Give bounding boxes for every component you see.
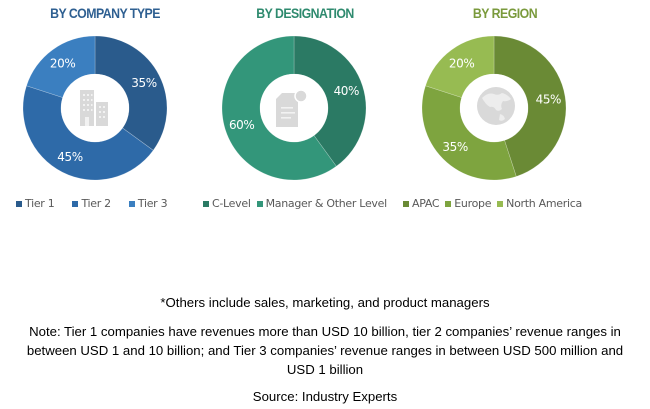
tier-note-line-3: USD 1 billion [286, 362, 364, 377]
legend-label: Tier 2 [81, 197, 111, 210]
legend-label: Tier 1 [25, 197, 55, 210]
others-footnote: *Others include sales, marketing, and pr… [160, 295, 490, 310]
legend-label: C-Level [212, 197, 251, 210]
slice-data-label: 20% [50, 57, 75, 71]
legend-item-tier-1: Tier 1 [16, 197, 55, 210]
company-type-legend: Tier 1 Tier 2 Tier 3 [16, 197, 226, 210]
legend-label: North America [506, 197, 582, 210]
company-type-donut: 35% 45% 20% [22, 35, 168, 181]
slice-data-label: 40% [334, 84, 359, 98]
legend-label: Manager & Other Level [265, 197, 388, 210]
company-type-title: BY COMPANY TYPE [50, 5, 160, 21]
region-legend: APAC Europe North America [403, 197, 613, 210]
region-title: BY REGION [472, 5, 538, 21]
legend-swatch [445, 200, 452, 207]
donut-hole [61, 74, 129, 142]
slice-data-label: 20% [449, 57, 474, 71]
legend-swatch [72, 200, 79, 207]
building-icon [80, 90, 108, 126]
globe-icon [477, 87, 515, 125]
legend-swatch [403, 200, 409, 207]
source-note: Source: Industry Experts [252, 389, 398, 404]
legend-swatch [497, 200, 504, 207]
designation-panel: BY DESIGNATION 40% 60% C-Level Manager & … [200, 0, 410, 225]
legend-item-c-level: C-Level [203, 197, 251, 210]
legend-item-europe: Europe [445, 197, 491, 210]
legend-label: Tier 3 [137, 197, 168, 210]
legend-item-manager-other: Manager & Other Level [256, 197, 388, 210]
legend-label: Europe [454, 197, 492, 210]
tier-note-line-1: Note: Tier 1 companies have revenues mor… [29, 324, 621, 339]
designation-legend: C-Level Manager & Other Level [203, 197, 413, 210]
tier-note-line-2: between USD 1 and 10 billion; and Tier 3… [26, 343, 624, 358]
company-type-panel: BY COMPANY TYPE 35% 45% 20% Tier 1 Tier 2 … [0, 0, 210, 225]
slice-data-label: 35% [442, 140, 467, 154]
slice-data-label: 45% [57, 150, 82, 164]
slice-data-label: 45% [536, 92, 561, 106]
slice-data-label: 60% [229, 118, 254, 132]
slice-data-label: 35% [131, 76, 156, 90]
designation-donut: 40% 60% [221, 35, 367, 181]
legend-label: APAC [412, 197, 440, 210]
legend-item-tier-2: Tier 2 [72, 197, 111, 210]
legend-item-tier-3: Tier 3 [128, 197, 168, 210]
designation-title: BY DESIGNATION [256, 5, 354, 21]
region-donut: 45% 35% 20% [421, 35, 567, 181]
legend-swatch [16, 200, 22, 207]
legend-swatch [128, 200, 135, 207]
region-panel: BY REGION 45% 35% 20% APAC Europe North Am… [400, 0, 610, 225]
legend-item-apac: APAC [403, 197, 440, 210]
tier-note: Note: Tier 1 companies have revenues mor… [0, 322, 650, 379]
legend-swatch [203, 200, 209, 207]
legend-swatch [256, 200, 263, 207]
legend-item-north-america: North America [497, 197, 582, 210]
document-icon [276, 89, 308, 127]
